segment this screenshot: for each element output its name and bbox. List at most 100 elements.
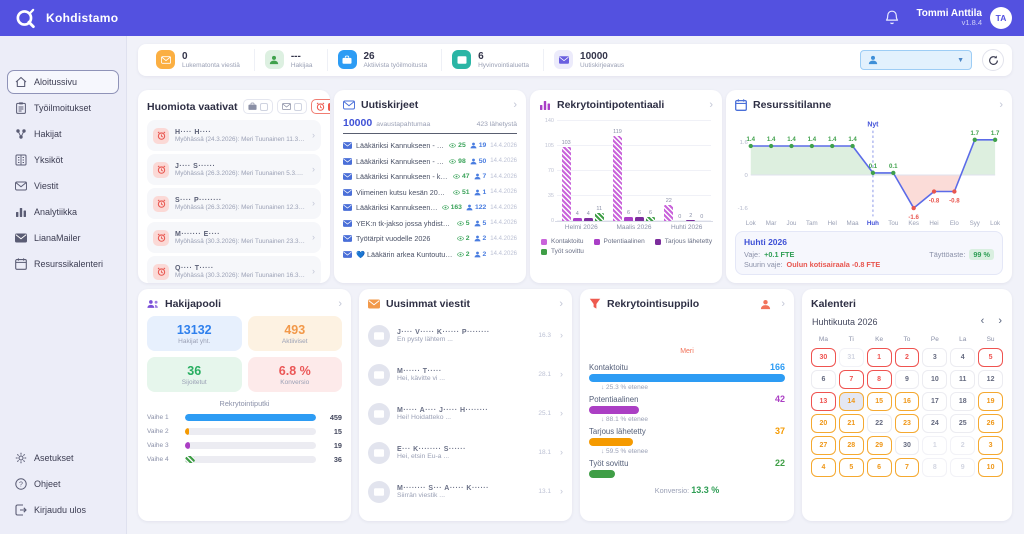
checkbox[interactable] (294, 102, 303, 111)
sidebar-item-ty-ilmoitukset[interactable]: Työilmoitukset (7, 96, 119, 120)
attention-filter-briefcase-icon[interactable] (243, 99, 274, 114)
calendar-day[interactable]: 22 (866, 414, 892, 433)
funnel-bar (589, 406, 639, 414)
calendar-day[interactable]: 25 (950, 414, 976, 433)
bar-ty-t-sovittu (594, 213, 604, 221)
sidebar-item-kirjaudu-ulos[interactable]: Kirjaudu ulos (7, 498, 119, 522)
recruitment-potential-chart: 0 35 70 105 140 103 4 4 11 119 6 6 6 22 0 2 0 (541, 118, 711, 224)
sidebar-item-aloitussivu[interactable]: Aloitussivu (7, 70, 119, 94)
recruiter-person-icon[interactable] (760, 299, 771, 310)
sidebar-item-lianamailer[interactable]: LianaMailer (7, 226, 119, 250)
calendar-day[interactable]: 9 (894, 370, 920, 389)
calendar-day[interactable]: 6 (811, 370, 836, 389)
newsletter-row[interactable]: 💙 Lääkärin arkea Kuntoutussaira..2214.4.… (343, 247, 517, 263)
sidebar-item-viestit[interactable]: Viestit (7, 174, 119, 198)
recruiter-filter-dropdown[interactable] (860, 50, 972, 70)
calendar-day[interactable]: 30 (811, 348, 836, 367)
message-row[interactable]: E··· K········ S······ Hei, etsin Eu-a ..… (368, 433, 563, 472)
calendar-day[interactable]: 7 (894, 458, 920, 477)
sidebar-item-analytiikka[interactable]: Analytiikka (7, 200, 119, 224)
calendar-day[interactable]: 3 (922, 348, 948, 367)
calendar-next-button[interactable] (998, 316, 1002, 327)
newsletter-row[interactable]: Lääkäriksi Kannukseen - kilpailu..47 7 14.… (343, 169, 517, 185)
svg-text:Tam: Tam (806, 220, 818, 227)
calendar-day[interactable]: 10 (978, 458, 1003, 477)
pipeline-title: Rekrytointiputki (219, 399, 270, 408)
sidebar-item-asetukset[interactable]: Asetukset (7, 446, 119, 470)
panel-resource-status-title: Resurssitilanne (753, 99, 832, 111)
calendar-day[interactable]: 18 (950, 392, 976, 411)
attention-item[interactable]: S···· P········ Myöhässä (26.3.2026): Mer… (147, 188, 321, 219)
avatar[interactable]: TA (990, 7, 1012, 29)
calendar-day[interactable]: 24 (922, 414, 948, 433)
calendar-day[interactable]: 3 (978, 436, 1003, 455)
calendar-day[interactable]: 26 (978, 414, 1003, 433)
calendar-day[interactable]: 19 (978, 392, 1003, 411)
calendar-day[interactable]: 21 (838, 414, 864, 433)
calendar-day[interactable]: 6 (866, 458, 892, 477)
newsletter-row[interactable]: Lääkäriksi Kannukseen - kilp..163 122 14.4… (343, 200, 517, 216)
sidebar-item-hakijat[interactable]: Hakijat (7, 122, 119, 146)
bar-tarjous-l-hetetty (686, 219, 696, 221)
checkbox[interactable] (328, 102, 330, 111)
calendar-day[interactable]: 8 (866, 370, 892, 389)
attention-item[interactable]: J···· S······ Myöhässä (26.3.2026): Meri … (147, 154, 321, 185)
calendar-day[interactable]: 4 (811, 458, 836, 477)
calendar-day[interactable]: 27 (811, 436, 836, 455)
message-row[interactable]: M····· A···· J····· H········ Hei! Hoidat… (368, 394, 563, 433)
calendar-prev-button[interactable] (981, 316, 985, 327)
calendar-day[interactable]: 5 (838, 458, 864, 477)
message-row[interactable]: M······ T····· Hei, kävitte vi ... 28.1 (368, 355, 563, 394)
calendar-day[interactable]: 20 (811, 414, 836, 433)
calendar-day[interactable]: 17 (922, 392, 948, 411)
attention-filter-envelope-icon[interactable] (277, 99, 308, 114)
chevron-right-icon[interactable] (338, 299, 342, 310)
calendar-day[interactable]: 23 (894, 414, 920, 433)
calendar-day[interactable]: 28 (838, 436, 864, 455)
attention-item[interactable]: Q···· T····· Myöhässä (30.3.2026): Meri T… (147, 256, 321, 283)
attention-item[interactable]: M······· E···· Myöhässä (30.3.2026): Meri… (147, 222, 321, 253)
sidebar-item-yksik-t[interactable]: Yksiköt (7, 148, 119, 172)
funnel-transition: ↓ 25.3 % etenee (601, 384, 648, 391)
calendar-day[interactable]: 7 (838, 370, 864, 389)
calendar-day[interactable]: 4 (950, 348, 976, 367)
calendar-day: 2 (950, 436, 976, 455)
panel-calendar: Kalenteri Huhtikuuta 2026 Ma Ti Ke To Pe La Su… (802, 289, 1012, 521)
newsletter-row[interactable]: Viimeinen kutsu kesän 2026 töih..51 1 14.4… (343, 185, 517, 201)
checkbox[interactable] (260, 102, 269, 111)
notifications-bell-icon[interactable] (884, 10, 900, 26)
chevron-right-icon[interactable] (709, 100, 713, 111)
calendar-day[interactable]: 11 (950, 370, 976, 389)
mail-icon (374, 409, 384, 419)
calendar-day[interactable]: 29 (866, 436, 892, 455)
chevron-right-icon[interactable] (513, 100, 517, 111)
newsletter-row[interactable]: YEK:n tk-jakso jossa yhdistyy vast..5514… (343, 216, 517, 232)
newsletter-row[interactable]: Lääkäriksi Kannukseen - kilpail.. 98 50 14.… (343, 154, 517, 170)
newsletter-row[interactable]: Lääkäriksi Kannukseen - kilpail.. 25 19 14.… (343, 138, 517, 154)
chevron-right-icon[interactable] (781, 299, 785, 310)
refresh-button[interactable] (982, 49, 1004, 71)
calendar-day[interactable]: 16 (894, 392, 920, 411)
calendar-day[interactable]: 10 (922, 370, 948, 389)
message-row[interactable]: J···· V····· K······ P········ En pysty l… (368, 316, 563, 355)
calendar-day[interactable]: 12 (978, 370, 1003, 389)
calendar-day[interactable]: 14 (838, 392, 864, 411)
attention-filter-alarm-icon[interactable] (311, 99, 330, 114)
mail-icon (343, 234, 352, 243)
attention-item[interactable]: H···· H···· Myöhässä (24.3.2026): Meri Tu… (147, 120, 321, 151)
svg-text:-1.6: -1.6 (738, 206, 749, 212)
calendar-day[interactable]: 5 (978, 348, 1003, 367)
calendar-day[interactable]: 13 (811, 392, 836, 411)
calendar-day[interactable]: 30 (894, 436, 920, 455)
chevron-right-icon[interactable] (999, 100, 1003, 111)
sidebar-item-resurssikalenteri[interactable]: Resurssikalenteri (7, 252, 119, 276)
newsletter-row[interactable]: Työtärpit vuodelle 2026 2 2 14.4.2026 (343, 231, 517, 247)
calendar-day[interactable]: 15 (866, 392, 892, 411)
calendar-day[interactable]: 2 (894, 348, 920, 367)
chevron-right-icon[interactable] (559, 299, 563, 310)
message-row[interactable]: M········ S··· A····· K······ Siirrän vie… (368, 472, 563, 511)
sidebar-item-ohjeet[interactable]: ? Ohjeet (7, 472, 119, 496)
mail-icon (558, 55, 569, 65)
calendar-day[interactable]: 1 (866, 348, 892, 367)
building-icon (452, 50, 472, 70)
